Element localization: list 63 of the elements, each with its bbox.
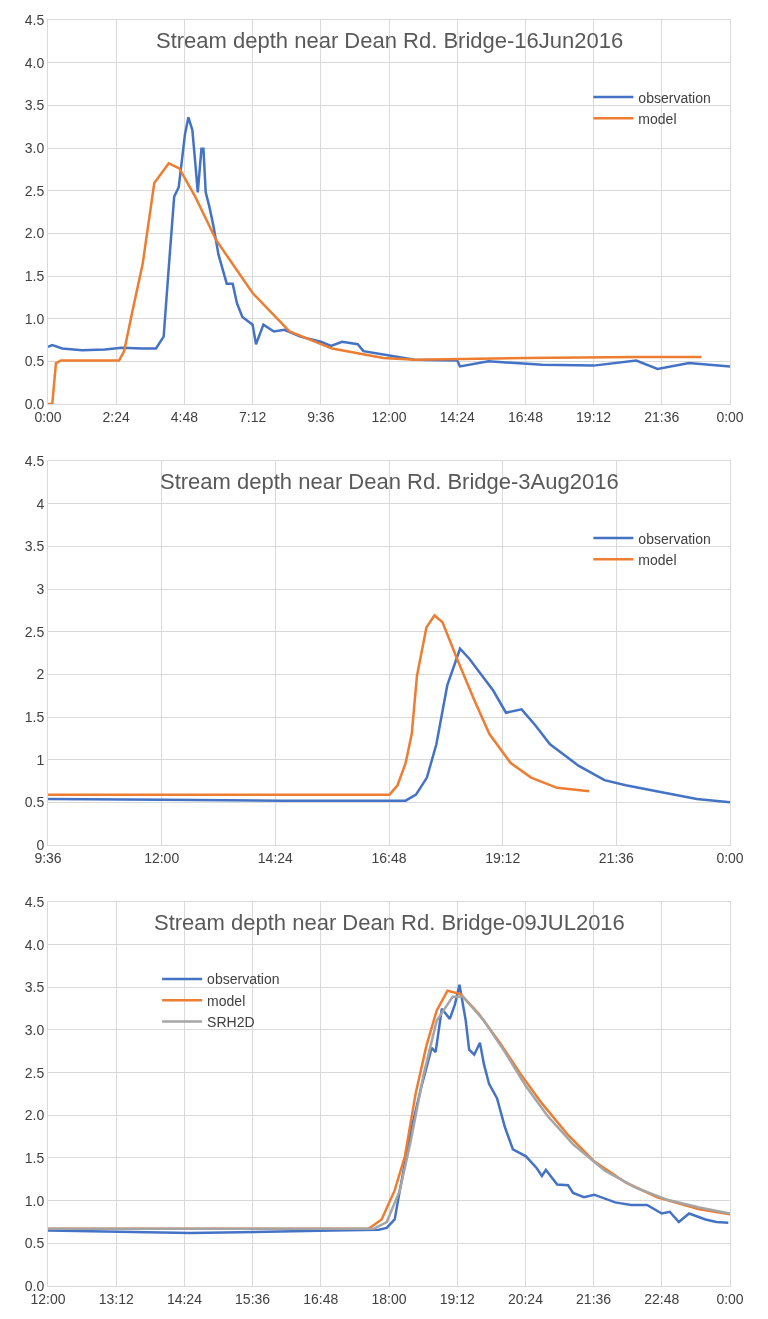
chart-title: Stream depth near Dean Rd. Bridge-3Aug2016: [160, 469, 619, 494]
x-tick-label: 14:24: [257, 849, 294, 866]
y-tick-label: 4: [36, 495, 45, 512]
x-tick-label: 19:12: [439, 1290, 475, 1307]
x-tick-label: 0:00: [716, 408, 744, 425]
y-tick-label: 1.5: [24, 1149, 45, 1166]
y-tick-label: 4.0: [24, 54, 45, 71]
y-tick-label: 1.0: [24, 310, 45, 327]
y-tick-label: 0.5: [24, 1235, 45, 1252]
legend-label: model: [638, 551, 677, 568]
x-tick-label: 22:48: [644, 1290, 680, 1307]
y-tick-label: 3.0: [24, 139, 45, 156]
x-tick-label: 2:24: [102, 408, 131, 425]
x-tick-label: 14:24: [166, 1290, 203, 1307]
y-tick-label: 2.0: [24, 225, 45, 242]
x-tick-label: 16:48: [303, 1290, 339, 1307]
y-tick-label: 3: [36, 580, 45, 597]
x-tick-label: 0:00: [716, 1290, 744, 1307]
x-tick-label: 4:48: [170, 408, 199, 425]
chart-title: Stream depth near Dean Rd. Bridge-09JUL2016: [154, 910, 625, 935]
y-tick-label: 4.5: [24, 11, 45, 28]
x-tick-label: 16:48: [371, 849, 407, 866]
y-tick-label: 2.5: [24, 1064, 45, 1081]
x-tick-label: 16:48: [507, 408, 544, 425]
legend-label: SRH2D: [207, 1013, 255, 1030]
y-tick-label: 4.5: [24, 452, 45, 469]
x-tick-label: 9:36: [307, 408, 335, 425]
x-tick-label: 19:12: [485, 849, 521, 866]
legend-label: model: [207, 992, 246, 1009]
x-tick-label: 14:24: [439, 408, 475, 425]
legend-label: model: [638, 110, 677, 127]
x-tick-label: 15:36: [235, 1290, 271, 1307]
x-tick-label: 21:36: [576, 1290, 612, 1307]
y-tick-label: 0.5: [24, 794, 45, 811]
y-tick-label: 1.5: [24, 267, 45, 284]
y-tick-label: 3.5: [24, 538, 45, 555]
y-tick-label: 1.0: [24, 1192, 45, 1209]
x-tick-label: 12:00: [144, 849, 180, 866]
y-tick-label: 1.5: [24, 708, 45, 725]
y-tick-label: 2: [36, 666, 45, 683]
y-tick-label: 4.5: [24, 893, 45, 910]
legend-label: observation: [638, 530, 711, 547]
x-tick-label: 0:00: [716, 849, 744, 866]
y-tick-label: 2.5: [24, 182, 45, 199]
x-tick-label: 21:36: [644, 408, 680, 425]
y-tick-label: 3.5: [24, 979, 45, 996]
y-tick-label: 3.5: [24, 97, 45, 114]
chart-title: Stream depth near Dean Rd. Bridge-16Jun2016: [156, 28, 624, 53]
x-tick-label: 18:00: [371, 1290, 407, 1307]
x-tick-label: 19:12: [576, 408, 612, 425]
x-tick-label: 21:36: [598, 849, 635, 866]
x-tick-label: 13:12: [98, 1290, 134, 1307]
legend-label: observation: [638, 89, 711, 106]
y-tick-label: 2.0: [24, 1107, 45, 1124]
y-tick-label: 1: [36, 751, 45, 768]
y-tick-label: 4.0: [24, 936, 45, 953]
y-tick-label: 0.5: [24, 353, 45, 370]
x-tick-label: 20:24: [507, 1290, 544, 1307]
x-tick-label: 12:00: [371, 408, 407, 425]
x-tick-label: 7:12: [238, 408, 267, 425]
legend-label: observation: [207, 971, 280, 988]
y-tick-label: 2.5: [24, 623, 45, 640]
y-tick-label: 3.0: [24, 1021, 45, 1038]
